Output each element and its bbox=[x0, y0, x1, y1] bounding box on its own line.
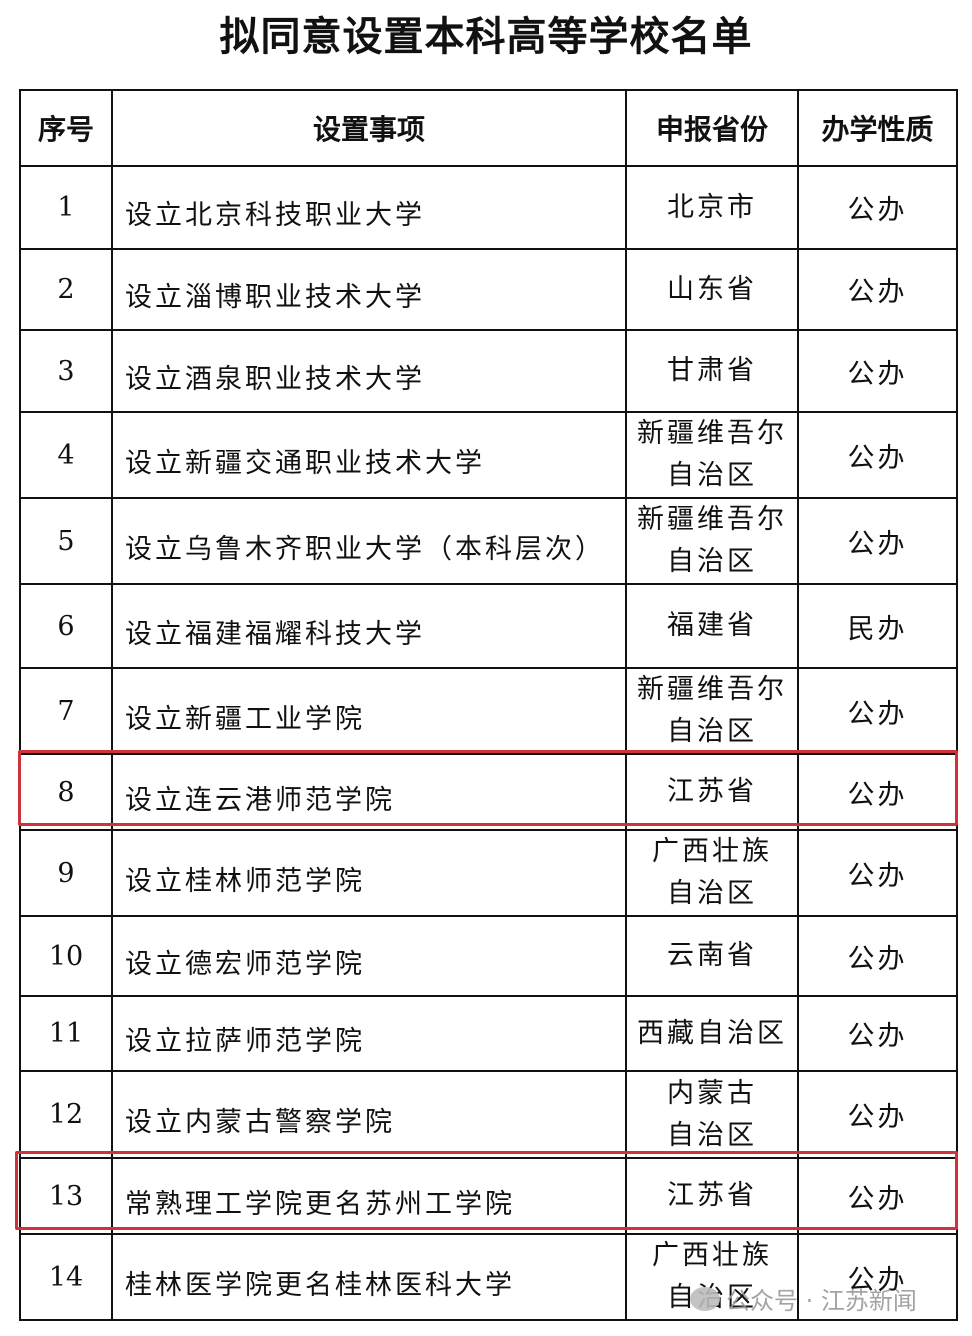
table-row: 13 常熟理工学院更名苏州工学院 江苏省 公办 bbox=[19, 1157, 958, 1235]
row-type: 公办 bbox=[797, 248, 958, 331]
province-line: 云南省 bbox=[667, 940, 757, 971]
province-line: 自治区 bbox=[667, 1119, 757, 1151]
table-row: 10 设立德宏师范学院 云南省 公办 bbox=[19, 915, 958, 997]
table-row: 6 设立福建福耀科技大学 福建省 民办 bbox=[19, 583, 958, 669]
row-type: 公办 bbox=[797, 1233, 958, 1321]
header-type: 办学性质 bbox=[797, 89, 958, 167]
table-row: 4 设立新疆交通职业技术大学 新疆维吾尔 自治区 公办 bbox=[19, 411, 958, 499]
row-item: 设立连云港师范学院 bbox=[111, 753, 627, 831]
header-item: 设置事项 bbox=[111, 89, 627, 167]
row-province: 福建省 bbox=[625, 583, 799, 669]
row-item: 设立北京科技职业大学 bbox=[111, 165, 627, 250]
province-line: 内蒙古 bbox=[667, 1077, 757, 1109]
row-province: 北京市 bbox=[625, 165, 799, 250]
table-row: 9 设立桂林师范学院 广西壮族 自治区 公办 bbox=[19, 829, 958, 917]
table-header-row: 序号 设置事项 申报省份 办学性质 bbox=[19, 89, 958, 167]
table-row: 14桂林医学院更名桂林医科大学广西壮族自治区公办 bbox=[19, 1233, 958, 1321]
row-type: 公办 bbox=[797, 915, 958, 997]
row-type: 公办 bbox=[797, 165, 958, 250]
province-line: 新疆维吾尔 bbox=[637, 674, 787, 705]
watermark: 公众号 · 江苏新闻 bbox=[690, 1281, 917, 1316]
row-item: 设立内蒙古警察学院 bbox=[111, 1070, 627, 1159]
row-type: 公办 bbox=[797, 1157, 958, 1235]
province-line: 甘肃省 bbox=[667, 355, 757, 386]
row-type: 公办 bbox=[797, 497, 958, 585]
province-line: 新疆维吾尔 bbox=[637, 504, 787, 535]
row-type: 公办 bbox=[797, 995, 958, 1072]
row-number: 14 bbox=[19, 1233, 113, 1321]
table-row: 3 设立酒泉职业技术大学 甘肃省 公办 bbox=[19, 329, 958, 413]
row-item: 设立桂林师范学院 bbox=[111, 829, 627, 917]
row-number: 11 bbox=[19, 995, 113, 1072]
row-item: 设立拉萨师范学院 bbox=[111, 995, 627, 1072]
province-line: 广西壮族 bbox=[652, 836, 772, 867]
province-line: 北京市 bbox=[667, 191, 757, 223]
row-province: 广西壮族自治区 bbox=[625, 829, 799, 917]
row-province: 新疆维吾尔 自治区 bbox=[625, 497, 799, 585]
row-number: 13 bbox=[19, 1157, 113, 1235]
province-line: 江苏省 bbox=[667, 776, 757, 807]
table-row: 5 设立乌鲁木齐职业大学（本科层次） 新疆维吾尔 自治区 公办 bbox=[19, 497, 958, 585]
row-type: 公办 bbox=[797, 753, 958, 831]
row-number: 2 bbox=[19, 248, 113, 331]
school-list-table: 序号 设置事项 申报省份 办学性质 1 设立北京科技职业大学 北京市 公办 2 设立淄博职… bbox=[19, 89, 958, 1321]
row-province: 新疆维吾尔 自治区 bbox=[625, 667, 799, 755]
province-line: 西藏自治区 bbox=[637, 1017, 787, 1049]
row-type: 民办 bbox=[797, 583, 958, 669]
watermark-text: 公众号 · 江苏新闻 bbox=[726, 1287, 917, 1315]
header-no: 序号 bbox=[19, 89, 113, 167]
row-number: 6 bbox=[19, 583, 113, 669]
table-row: 11 设立拉萨师范学院 西藏自治区 公办 bbox=[19, 995, 958, 1072]
row-number: 10 bbox=[19, 915, 113, 997]
province-line: 自治区 bbox=[667, 546, 757, 577]
province-line: 江苏省 bbox=[667, 1180, 757, 1211]
province-line: 自治区 bbox=[667, 460, 757, 491]
row-province: 江苏省 bbox=[625, 1157, 799, 1235]
row-item: 设立淄博职业技术大学 bbox=[111, 248, 627, 331]
province-line: 福建省 bbox=[667, 610, 757, 641]
row-type: 公办 bbox=[797, 829, 958, 917]
table-row: 2 设立淄博职业技术大学 山东省 公办 bbox=[19, 248, 958, 331]
table-row: 8 设立连云港师范学院 江苏省 公办 bbox=[19, 753, 958, 831]
row-province: 甘肃省 bbox=[625, 329, 799, 413]
row-item: 设立乌鲁木齐职业大学（本科层次） bbox=[111, 497, 627, 585]
row-province: 山东省 bbox=[625, 248, 799, 331]
row-number: 12 bbox=[19, 1070, 113, 1159]
row-number: 7 bbox=[19, 667, 113, 755]
table-row: 1 设立北京科技职业大学 北京市 公办 bbox=[19, 165, 958, 250]
row-item: 设立德宏师范学院 bbox=[111, 915, 627, 997]
header-province: 申报省份 bbox=[625, 89, 799, 167]
row-number: 3 bbox=[19, 329, 113, 413]
row-number: 4 bbox=[19, 411, 113, 499]
wechat-icon bbox=[690, 1286, 720, 1311]
row-province: 内蒙古 自治区 bbox=[625, 1070, 799, 1159]
province-line: 广西壮族 bbox=[652, 1240, 772, 1271]
row-type: 公办 bbox=[797, 411, 958, 499]
row-province: 西藏自治区 bbox=[625, 995, 799, 1072]
province-line: 新疆维吾尔 bbox=[637, 418, 787, 449]
row-number: 9 bbox=[19, 829, 113, 917]
row-item: 设立酒泉职业技术大学 bbox=[111, 329, 627, 413]
row-item: 设立新疆交通职业技术大学 bbox=[111, 411, 627, 499]
row-item: 设立新疆工业学院 bbox=[111, 667, 627, 755]
row-type: 公办 bbox=[797, 667, 958, 755]
row-province: 云南省 bbox=[625, 915, 799, 997]
table-row: 12 设立内蒙古警察学院 内蒙古 自治区 公办 bbox=[19, 1070, 958, 1159]
row-item: 桂林医学院更名桂林医科大学 bbox=[111, 1233, 627, 1321]
page-title: 拟同意设置本科高等学校名单 bbox=[219, 14, 753, 60]
row-number: 1 bbox=[19, 165, 113, 250]
province-line: 山东省 bbox=[667, 273, 757, 305]
row-type: 公办 bbox=[797, 1070, 958, 1159]
table-row: 7 设立新疆工业学院 新疆维吾尔 自治区 公办 bbox=[19, 667, 958, 755]
row-province: 新疆维吾尔 自治区 bbox=[625, 411, 799, 499]
row-item: 设立福建福耀科技大学 bbox=[111, 583, 627, 669]
province-line: 自治区 bbox=[667, 878, 757, 909]
row-type: 公办 bbox=[797, 329, 958, 413]
row-number: 8 bbox=[19, 753, 113, 831]
row-number: 5 bbox=[19, 497, 113, 585]
province-line: 自治区 bbox=[667, 716, 757, 747]
row-item: 常熟理工学院更名苏州工学院 bbox=[111, 1157, 627, 1235]
row-province: 江苏省 bbox=[625, 753, 799, 831]
